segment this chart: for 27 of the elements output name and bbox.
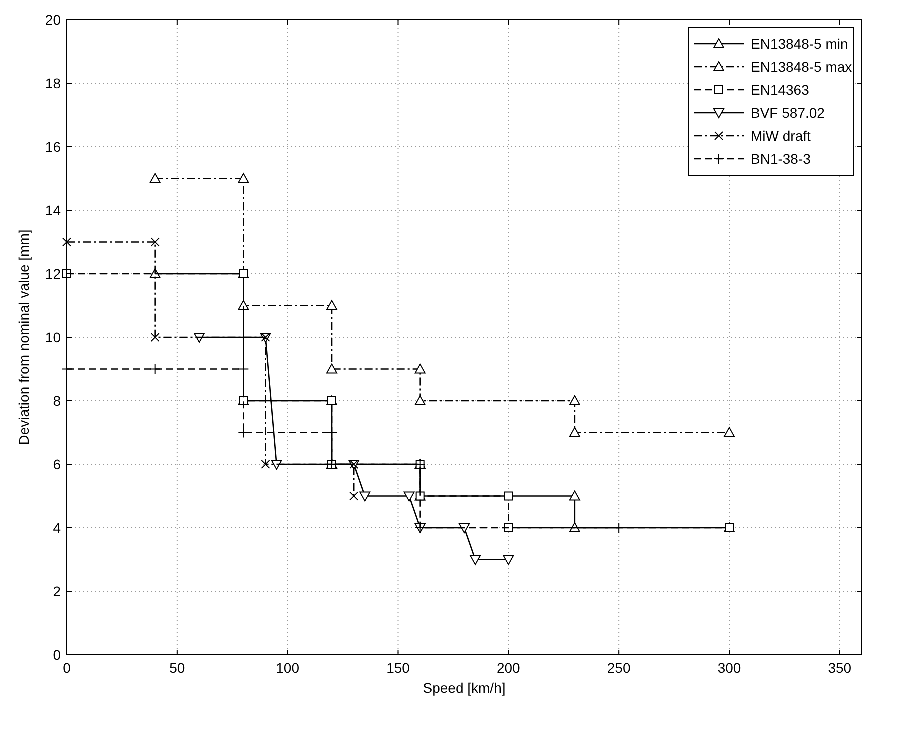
legend-label: EN13848-5 max xyxy=(751,59,852,75)
y-tick-label: 6 xyxy=(53,456,62,472)
y-tick-label: 20 xyxy=(45,12,62,28)
x-tick-label: 0 xyxy=(63,660,72,676)
y-tick-label: 0 xyxy=(53,647,62,663)
y-tick-label: 14 xyxy=(45,202,62,218)
x-tick-label: 350 xyxy=(828,660,852,676)
x-tick-label: 250 xyxy=(607,660,631,676)
y-tick-label: 2 xyxy=(53,584,62,600)
legend-label: BN1-38-3 xyxy=(751,151,812,167)
x-tick-label: 100 xyxy=(276,660,300,676)
x-tick-label: 200 xyxy=(496,660,521,676)
x-tick-label: 150 xyxy=(386,660,410,676)
y-tick-label: 8 xyxy=(53,393,62,409)
legend-label: EN14363 xyxy=(751,82,810,98)
y-tick-label: 10 xyxy=(45,330,62,346)
x-tick-label: 300 xyxy=(718,660,742,676)
x-tick-label: 50 xyxy=(170,660,186,676)
y-tick-label: 16 xyxy=(45,139,62,155)
y-tick-label: 18 xyxy=(45,76,62,92)
legend-label: EN13848-5 min xyxy=(751,36,848,52)
x-axis-title: Speed [km/h] xyxy=(423,680,506,696)
y-tick-label: 4 xyxy=(53,520,62,536)
y-tick-label: 12 xyxy=(45,266,62,282)
legend-label: BVF 587.02 xyxy=(751,105,826,121)
y-axis-title: Deviation from nominal value [mm] xyxy=(16,230,32,446)
legend-label: MiW draft xyxy=(751,128,811,144)
